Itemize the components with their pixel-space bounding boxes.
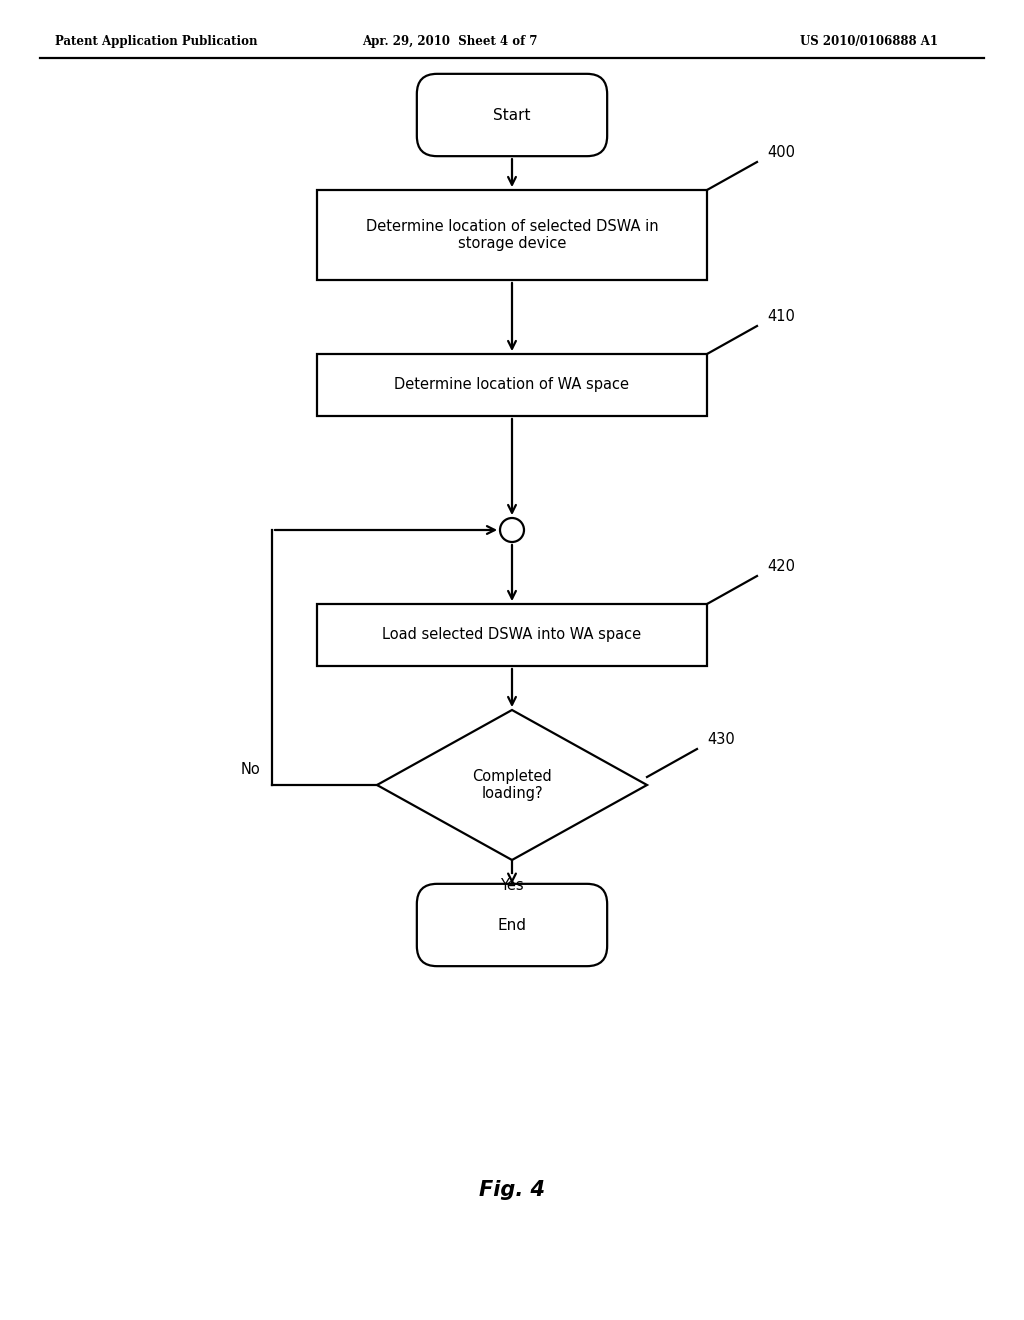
Polygon shape — [377, 710, 647, 861]
Text: Start: Start — [494, 107, 530, 123]
Bar — [317, 354, 707, 416]
Bar — [317, 605, 707, 667]
Text: No: No — [241, 763, 260, 777]
Text: Completed
loading?: Completed loading? — [472, 768, 552, 801]
Text: 430: 430 — [707, 733, 735, 747]
Text: 420: 420 — [767, 558, 795, 574]
Text: 410: 410 — [767, 309, 795, 323]
Text: US 2010/0106888 A1: US 2010/0106888 A1 — [800, 36, 938, 49]
Text: 400: 400 — [767, 145, 795, 160]
Circle shape — [500, 517, 524, 543]
Text: Apr. 29, 2010  Sheet 4 of 7: Apr. 29, 2010 Sheet 4 of 7 — [362, 36, 538, 49]
Text: End: End — [498, 917, 526, 932]
FancyBboxPatch shape — [417, 884, 607, 966]
Text: Patent Application Publication: Patent Application Publication — [55, 36, 257, 49]
Text: Determine location of WA space: Determine location of WA space — [394, 378, 630, 392]
Bar — [317, 190, 707, 280]
Text: Yes: Yes — [500, 878, 524, 894]
Text: Determine location of selected DSWA in
storage device: Determine location of selected DSWA in s… — [366, 219, 658, 251]
Text: Load selected DSWA into WA space: Load selected DSWA into WA space — [382, 627, 642, 643]
Text: Fig. 4: Fig. 4 — [479, 1180, 545, 1200]
FancyBboxPatch shape — [417, 74, 607, 156]
